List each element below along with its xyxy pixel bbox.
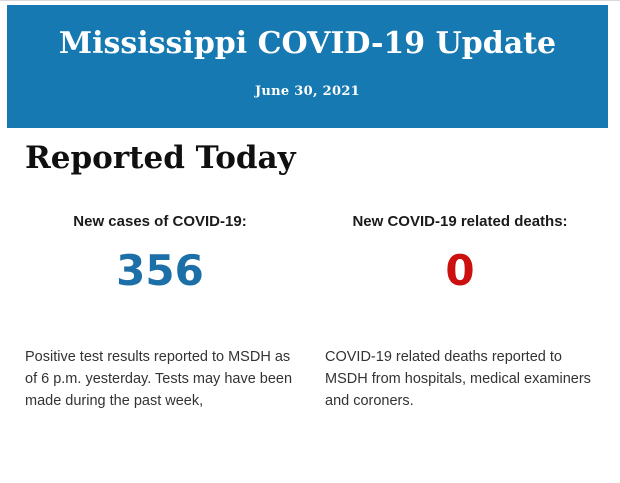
header-banner: Mississippi COVID-19 Update June 30, 202… — [7, 5, 608, 128]
stat-description: COVID-19 related deaths reported to MSDH… — [325, 349, 591, 409]
stat-label: New cases of COVID-19: — [73, 213, 247, 230]
stats-section: New cases of COVID-19: 356 Positive test… — [25, 205, 595, 412]
stat-new-deaths: New COVID-19 related deaths: 0 COVID-19 … — [325, 205, 595, 412]
section-heading: Reported Today — [25, 140, 296, 176]
top-border — [0, 0, 620, 1]
report-date: June 30, 2021 — [254, 84, 361, 99]
stat-description: Positive test results reported to MSDH a… — [25, 349, 293, 409]
stat-label: New COVID-19 related deaths: — [352, 213, 568, 230]
stat-value-new-deaths: 0 — [445, 246, 475, 295]
page-title: Mississippi COVID-19 Update — [58, 26, 557, 61]
stat-value-new-cases: 356 — [116, 246, 204, 295]
stat-new-cases: New cases of COVID-19: 356 Positive test… — [25, 205, 295, 412]
